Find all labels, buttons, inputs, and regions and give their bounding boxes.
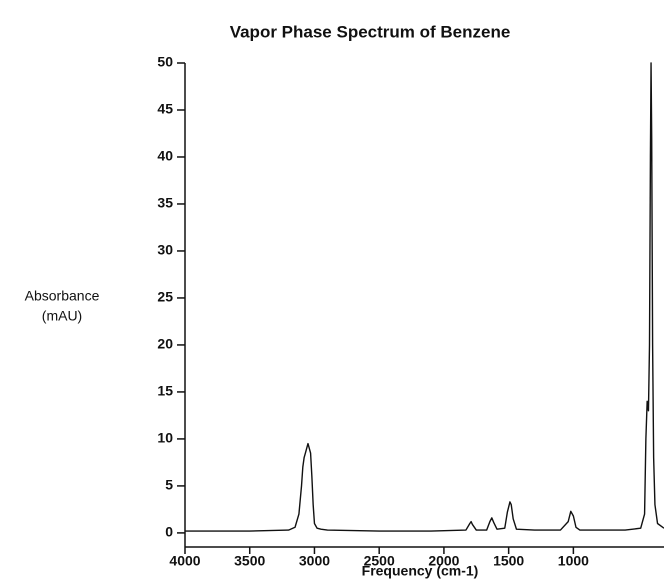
y-axis-label: (mAU): [42, 308, 82, 324]
y-tick-label: 0: [165, 524, 173, 540]
x-axis-label: Frequency (cm-1): [362, 563, 479, 579]
x-tick-label: 3500: [234, 553, 265, 569]
y-tick-label: 45: [157, 101, 173, 117]
x-tick-label: 2500: [364, 553, 395, 569]
x-tick-label: 1500: [493, 553, 524, 569]
y-tick-label: 50: [157, 54, 173, 70]
y-tick-label: 15: [157, 383, 173, 399]
y-tick-label: 35: [157, 195, 173, 211]
x-tick-label: 4000: [169, 553, 200, 569]
x-tick-label: 3000: [299, 553, 330, 569]
y-tick-label: 5: [165, 477, 173, 493]
x-tick-label: 1000: [558, 553, 589, 569]
y-tick-label: 20: [157, 336, 173, 352]
spectrum-line: [185, 62, 664, 532]
y-axis-label: Absorbance: [25, 288, 100, 304]
y-tick-label: 10: [157, 430, 173, 446]
y-tick-label: 40: [157, 148, 173, 164]
x-tick-label: 2000: [428, 553, 459, 569]
y-tick-label: 25: [157, 289, 173, 305]
chart-title: Vapor Phase Spectrum of Benzene: [230, 22, 511, 41]
y-tick-label: 30: [157, 242, 173, 258]
